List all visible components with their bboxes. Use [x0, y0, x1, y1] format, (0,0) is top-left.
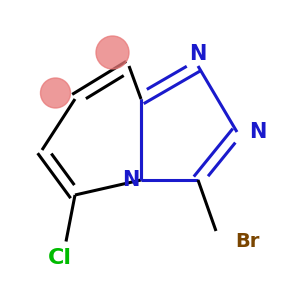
Circle shape [96, 36, 129, 69]
Text: N: N [189, 44, 207, 64]
Text: N: N [122, 170, 139, 190]
Text: Cl: Cl [48, 248, 72, 268]
Circle shape [40, 78, 70, 108]
Text: Br: Br [236, 232, 260, 251]
Text: N: N [249, 122, 266, 142]
